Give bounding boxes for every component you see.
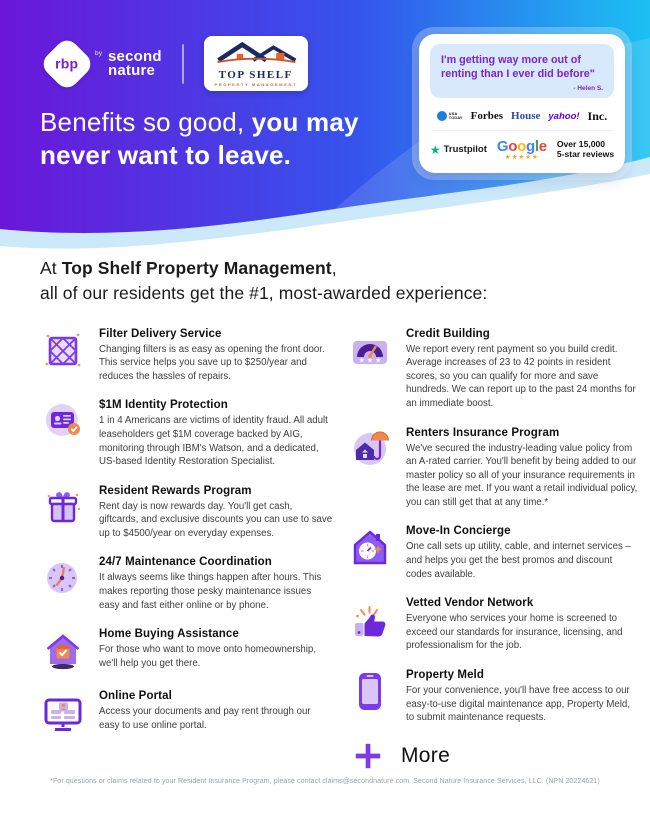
rbp-logo: rbp [38,35,96,92]
benefit-body: For your convenience, you'll have free a… [406,684,631,724]
benefit-title: Online Portal [99,690,172,703]
inc-logo: Inc. [587,108,608,123]
usa-today-logo: USA TODAY [436,111,463,121]
monitor-icon [40,690,86,736]
by-label: by [95,49,103,57]
top-shelf-name: TOP SHELF [218,69,293,81]
benefit-item: 24/7 Maintenance Coordination It always … [40,556,333,612]
benefit-title: Resident Rewards Program [99,484,252,497]
clock-icon [40,556,86,602]
benefit-title: $1M Identity Protection [99,399,228,412]
benefit-title: Renters Insurance Program [406,426,560,439]
umbrella-icon [347,427,393,473]
press-logos-row: USA TODAY Forbes House yahoo! Inc. [419,106,625,130]
benefit-item: Online Portal Access your documents and … [40,690,333,736]
benefit-item: Vetted Vendor Network Everyone who servi… [347,597,640,653]
plus-icon [355,743,381,768]
intro-heading: At Top Shelf Property Management, all of… [40,258,488,303]
benefit-title: 24/7 Maintenance Coordination [99,556,272,569]
card-divider [431,129,613,131]
benefit-body: Access your documents and pay rent throu… [99,706,311,731]
benefit-title: Vetted Vendor Network [406,597,534,610]
gauge-icon: ★ ★ ★ [347,328,393,374]
filter-icon [40,328,86,374]
forbes-logo: Forbes [470,110,504,122]
hero-headline: Benefits so good, you may never want to … [40,107,359,171]
second-nature-logo: by second nature [95,47,162,79]
more-row: More [347,741,640,771]
testimonial-quote: I'm getting way more out of renting than… [441,54,595,81]
top-shelf-roof-icon [216,41,297,63]
benefit-item: Move-In Concierge One call sets up utili… [347,525,640,581]
benefit-item: $1M Identity Protection 1 in 4 Americans… [40,399,333,468]
benefit-item: Resident Rewards Program Rent day is now… [40,485,333,541]
benefit-item: ★ ★ ★ Credit Building We report every re… [347,328,640,411]
benefit-body: One call sets up utility, cable, and int… [406,541,631,580]
google-stars-icon: ★★★★★ [504,153,539,161]
brand-divider [181,43,184,84]
benefit-title: Move-In Concierge [406,525,511,538]
benefit-title: Home Buying Assistance [99,628,239,641]
house-check-icon [40,628,86,674]
benefit-body: We report every rent payment so you buil… [406,343,636,409]
usa-today-dot-icon [436,111,447,121]
reviews-row: ★ Trustpilot Google ★★★★★ Over 15,000 5-… [419,131,625,174]
benefits-grid: Filter Delivery Service Changing filters… [40,328,637,771]
benefit-title: Property Meld [406,668,484,681]
benefit-item: Home Buying Assistance For those who wan… [40,628,333,674]
google-wordmark: Google [496,137,547,155]
top-shelf-logo: TOP SHELF PROPERTY MANAGEMENT [203,36,308,91]
identity-icon [40,399,86,445]
benefits-section: At Top Shelf Property Management, all of… [40,256,637,771]
benefit-body: For those who want to move onto homeowne… [99,644,317,669]
concierge-icon [347,525,393,571]
benefit-body: Rent day is now rewards day. You'll get … [99,500,333,539]
brand-row: rbp by second nature TOP SHELF PROPERTY … [38,35,308,92]
rbp-wordmark: rbp [55,55,79,72]
benefit-title: Credit Building [406,327,490,340]
house-logo: House [511,110,541,122]
trustpilot-logo: ★ Trustpilot [429,142,487,157]
benefit-item: Property Meld For your convenience, you'… [347,669,640,725]
benefits-column-right: ★ ★ ★ Credit Building We report every re… [347,328,640,771]
rbp-shield-shape: rbp [38,35,96,92]
benefit-item: Renters Insurance Program We've secured … [347,427,640,510]
benefit-body: We've secured the industry-leading value… [406,442,638,508]
benefit-body: Changing filters is as easy as opening t… [99,343,325,382]
top-shelf-subtitle: PROPERTY MANAGEMENT [214,82,297,87]
benefit-body: It always seems like things happen after… [99,572,322,611]
gift-icon [40,485,86,531]
benefit-body: Everyone who services your home is scree… [406,613,623,652]
svg-text:★ ★ ★: ★ ★ ★ [359,356,382,364]
benefit-title: Filter Delivery Service [99,327,222,340]
review-count: Over 15,000 5-star reviews [556,138,615,159]
phone-icon [347,669,393,715]
footnote: *For questions or claims related to your… [50,778,600,785]
trustpilot-star-icon: ★ [429,142,441,157]
benefits-column-left: Filter Delivery Service Changing filters… [40,328,333,771]
review-card: I'm getting way more out of renting than… [412,27,632,180]
more-label: More [401,743,451,767]
testimonial-attribution: - Helen S. [573,84,603,92]
benefit-body: 1 in 4 Americans are victims of identity… [99,415,328,468]
benefit-item: Filter Delivery Service Changing filters… [40,328,333,384]
yahoo-logo: yahoo! [548,110,580,122]
thumbs-up-icon [347,597,393,643]
google-logo: Google ★★★★★ [497,139,547,162]
testimonial-box: I'm getting way more out of renting than… [430,44,614,98]
